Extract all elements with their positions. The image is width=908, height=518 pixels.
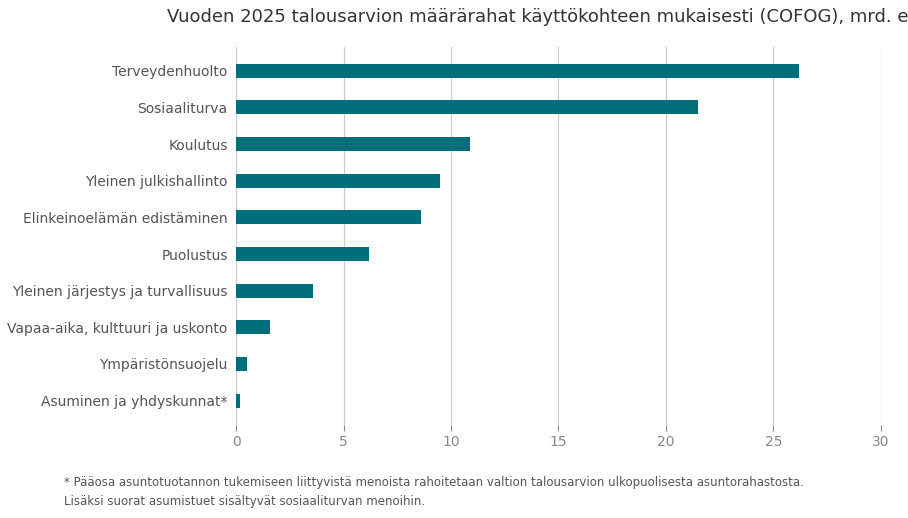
Bar <box>236 284 313 298</box>
Bar <box>236 210 421 224</box>
Bar <box>236 247 370 261</box>
Bar <box>236 320 271 334</box>
Bar <box>236 357 247 371</box>
Bar <box>236 100 698 114</box>
Bar <box>236 394 240 408</box>
Bar <box>236 174 440 188</box>
Bar <box>236 64 799 78</box>
Text: * Pääosa asuntotuotannon tukemiseen liittyvistä menoista rahoitetaan valtion tal: * Pääosa asuntotuotannon tukemiseen liit… <box>64 476 804 508</box>
Bar <box>236 137 470 151</box>
Title: Vuoden 2025 talousarvion määrärahat käyttökohteen mukaisesti (COFOG), mrd. euroa: Vuoden 2025 talousarvion määrärahat käyt… <box>167 8 908 25</box>
